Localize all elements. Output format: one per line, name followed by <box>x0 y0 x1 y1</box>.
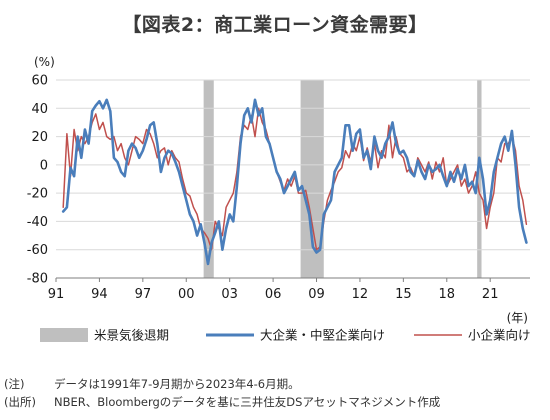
y-tick-label: -40 <box>27 215 48 230</box>
legend-label: 小企業向け <box>468 328 531 343</box>
x-tick-label: 94 <box>91 287 108 302</box>
note-line: (注) データは1991年7-9月期から2023年4-6月期。 <box>4 376 300 392</box>
x-tick-label: 18 <box>439 287 456 302</box>
legend: 米景気後退期 大企業・中堅企業向け 小企業向け <box>40 328 531 343</box>
legend-label: 大企業・中堅企業向け <box>260 328 385 343</box>
source-line: (出所) NBER、Bloombergのデータを基に三井住友DSアセットマネジメン… <box>4 394 440 410</box>
x-tick-label: 00 <box>178 287 195 302</box>
note-label: (注) <box>4 377 25 391</box>
y-tick-label: 20 <box>31 130 48 145</box>
x-tick-label: 06 <box>265 287 282 302</box>
chart-title: 【図表2：商工業ローン資金需要】 <box>122 14 428 36</box>
series-line-large-mid <box>61 98 528 266</box>
x-tick-label: 15 <box>395 287 412 302</box>
legend-label: 米景気後退期 <box>94 328 169 343</box>
x-tick-label: 91 <box>48 287 65 302</box>
y-tick-label: -60 <box>27 243 48 258</box>
y-tick-label: -20 <box>27 187 48 202</box>
x-tick-label: 03 <box>221 287 238 302</box>
source-label: (出所) <box>4 395 36 409</box>
y-tick-label: 40 <box>31 102 48 117</box>
y-axis-unit: (%) <box>34 55 55 69</box>
y-tick-label: -80 <box>27 272 48 287</box>
x-axis-unit: (年) <box>507 311 528 325</box>
series-line-small <box>62 107 528 251</box>
y-tick-label: 60 <box>31 74 48 89</box>
x-tick-label: 97 <box>135 287 152 302</box>
legend-swatch-recession <box>40 328 88 342</box>
recession-band <box>300 80 324 278</box>
recession-band <box>203 80 214 278</box>
y-tick-label: 0 <box>40 158 48 173</box>
x-tick-label: 09 <box>308 287 325 302</box>
note-text: データは1991年7-9月期から2023年4-6月期。 <box>54 377 300 391</box>
recession-band <box>477 80 482 278</box>
x-tick-label: 21 <box>482 287 499 302</box>
source-text: NBER、Bloombergのデータを基に三井住友DSアセットマネジメント作成 <box>54 395 441 409</box>
x-tick-label: 12 <box>352 287 369 302</box>
